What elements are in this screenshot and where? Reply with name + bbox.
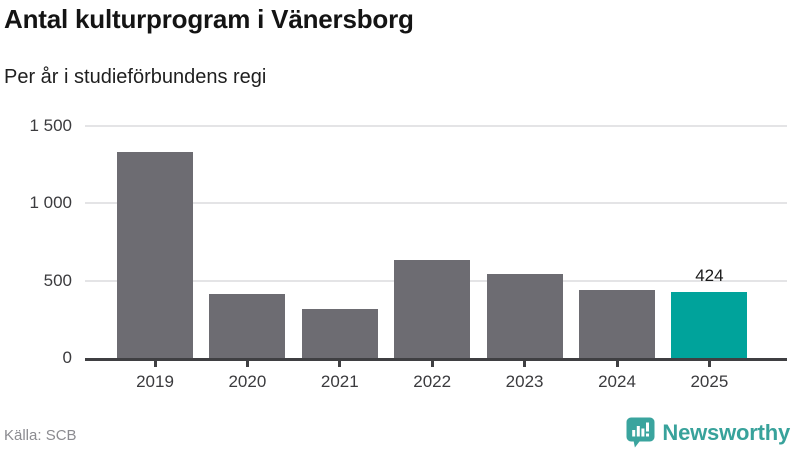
x-label-2021: 2021 [320,372,359,391]
brand-name: Newsworthy [662,419,790,445]
gridline-1000 [85,202,787,205]
x-label-2025: 2025 [690,372,729,391]
y-tick-label-1500: 1 500 [29,116,72,135]
x-label-2022: 2022 [413,372,452,391]
x-label-2020: 2020 [228,372,267,391]
bar-2025 [671,292,748,358]
y-tick-label-0: 0 [62,348,72,367]
x-tick-2020 [245,361,249,367]
chart-title: Antal kulturprogram i Vänersborg [4,4,414,34]
y-axis: 0 500 1 000 1 500 [0,117,72,367]
bar-2024 [579,289,655,358]
x-tick-2021 [338,361,342,367]
x-label-2023: 2023 [505,372,544,391]
bar-2020 [209,293,286,358]
x-tick-2024 [615,361,619,367]
chart-subtitle: Per år i studieförbundens regi [4,66,267,88]
newsworthy-icon [626,417,655,448]
x-tick-2025 [707,361,711,367]
bar-2022 [394,259,471,358]
bar-2023 [486,273,563,358]
x-tick-2019 [153,361,157,367]
x-label-2019: 2019 [136,372,174,391]
y-tick-label-500: 500 [43,270,72,290]
plot-area [85,125,787,361]
bar-2021 [301,308,378,358]
source-note: Källa: SCB [4,427,77,444]
bar-2019 [117,152,193,358]
x-label-2024: 2024 [598,372,636,391]
value-label-2025: 424 [695,266,724,286]
x-tick-2023 [523,361,527,367]
brand-logo: Newsworthy [626,417,790,448]
y-tick-label-1000: 1 000 [29,193,72,213]
gridline-1500 [85,125,787,127]
x-tick-2022 [430,361,434,367]
